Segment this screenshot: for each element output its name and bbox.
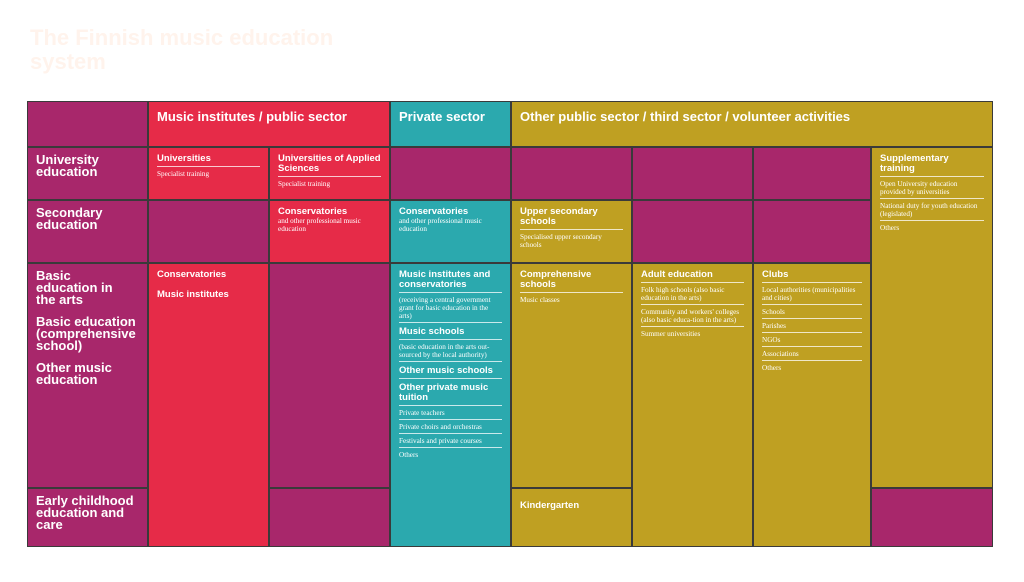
clubs-item: Local authorities (municipalities and ci… [762, 286, 862, 305]
cell-early-supplementary-empty [872, 489, 992, 546]
comprehensive-sub: Music classes [520, 296, 560, 304]
supplementary-item: Open University education provided by un… [880, 180, 984, 199]
clubs-heading: Clubs [762, 270, 862, 283]
private-music-schools-sub: (basic education in the arts out-sourced… [399, 343, 502, 362]
corner-cell [28, 102, 147, 146]
cell-upper-secondary: Upper secondary schools Specialised uppe… [512, 201, 631, 262]
row-label-basic: Basic education in the arts Basic educat… [28, 264, 147, 487]
header-other-sector: Other public sector / third sector / vol… [512, 102, 992, 146]
row-label-basic-comprehensive: Basic education (comprehensive school) [36, 314, 136, 353]
cell-secondary-universities-empty [149, 201, 268, 262]
private-tuition-item: Others [399, 451, 419, 459]
kindergarten-label: Kindergarten [520, 500, 580, 511]
cell-university-private-empty [391, 148, 510, 199]
universities-heading: Universities [157, 154, 260, 167]
private-music-institutes-sub: (receiving a central government grant fo… [399, 296, 502, 323]
row-label-university: University education [28, 148, 147, 199]
cell-private-basic: Music institutes and conservatories (rec… [391, 264, 510, 546]
row-label-other-music: Other music education [36, 360, 112, 387]
cell-basic-uas-empty [270, 264, 389, 487]
conservatories-private-heading: Conservatories [399, 206, 469, 217]
private-other-music-schools: Other music schools [399, 366, 502, 379]
education-system-grid: Music institutes / public sector Private… [27, 101, 993, 547]
upper-secondary-heading: Upper secondary schools [520, 207, 623, 230]
clubs-item: Associations [762, 350, 862, 361]
adult-heading: Adult education [641, 270, 744, 283]
supplementary-heading: Supplementary training [880, 154, 984, 177]
cell-early-uas-empty [270, 489, 389, 546]
cell-university-other-1 [512, 148, 631, 199]
cell-comprehensive-schools: Comprehensive schools Music classes [512, 264, 631, 487]
basic-public-music-institutes: Music institutes [157, 289, 229, 300]
cell-secondary-other-2 [633, 201, 752, 262]
cell-basic-public: Conservatories Music institutes [149, 264, 268, 546]
row-label-secondary: Secondary education [28, 201, 147, 262]
upper-secondary-sub: Specialised upper secondary schools [520, 233, 602, 249]
cell-conservatories-public: Conservatories and other professional mu… [270, 201, 389, 262]
conservatories-private-sub: and other professional music education [399, 217, 482, 233]
cell-university-other-2 [633, 148, 752, 199]
conservatories-public-sub: and other professional music education [278, 217, 361, 233]
adult-item: Summer universities [641, 330, 701, 338]
cell-kindergarten: Kindergarten [512, 489, 631, 546]
page-title: The Finnish music education system [30, 25, 334, 74]
adult-item: Folk high schools (also basic education … [641, 286, 744, 305]
header-music-institutes: Music institutes / public sector [149, 102, 389, 146]
adult-item: Community and workers' colleges (also ba… [641, 308, 744, 327]
clubs-item: Schools [762, 308, 862, 319]
clubs-item: Others [762, 364, 782, 372]
clubs-item: Parishes [762, 322, 862, 333]
cell-clubs: Clubs Local authorities (municipalities … [754, 264, 870, 546]
clubs-item: NGOs [762, 336, 862, 347]
private-music-schools-heading: Music schools [399, 327, 502, 340]
private-tuition-item: Festivals and private courses [399, 437, 502, 448]
supplementary-item: National duty for youth education (legis… [880, 202, 984, 221]
private-music-institutes-heading: Music institutes and conservatories [399, 270, 502, 293]
conservatories-public-heading: Conservatories [278, 206, 348, 217]
basic-public-conservatories: Conservatories [157, 269, 227, 280]
cell-conservatories-private: Conservatories and other professional mu… [391, 201, 510, 262]
cell-university-other-3 [754, 148, 870, 199]
universities-sub: Specialist training [157, 170, 210, 178]
private-other-tuition-heading: Other private music tuition [399, 383, 502, 406]
uas-heading: Universities of Applied Sciences [278, 154, 381, 177]
comprehensive-heading: Comprehensive schools [520, 270, 623, 293]
cell-universities: Universities Specialist training [149, 148, 268, 199]
uas-sub: Specialist training [278, 180, 331, 188]
row-label-early-childhood: Early childhood education and care [28, 489, 147, 546]
row-label-basic-arts: Basic education in the arts [36, 268, 113, 307]
cell-secondary-other-3 [754, 201, 870, 262]
header-private-sector: Private sector [391, 102, 510, 146]
private-tuition-item: Private choirs and orchestras [399, 423, 502, 434]
supplementary-item: Others [880, 224, 900, 232]
private-tuition-item: Private teachers [399, 409, 502, 420]
cell-adult-education: Adult education Folk high schools (also … [633, 264, 752, 546]
cell-applied-sciences: Universities of Applied Sciences Special… [270, 148, 389, 199]
cell-supplementary-training: Supplementary training Open University e… [872, 148, 992, 487]
